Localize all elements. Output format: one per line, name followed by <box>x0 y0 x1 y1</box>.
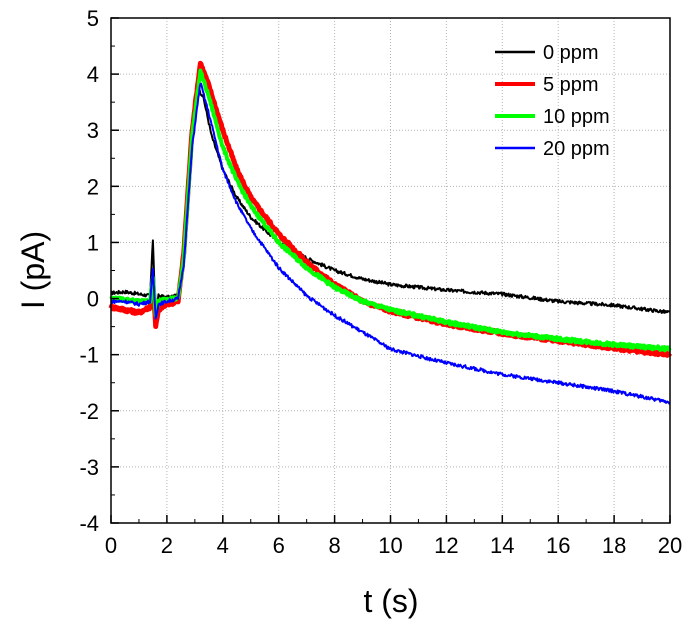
legend-label: 0 ppm <box>543 42 599 64</box>
x-axis-title: t (s) <box>363 583 418 619</box>
legend-label: 10 ppm <box>543 106 610 128</box>
series-layer <box>108 60 673 405</box>
series-line-20-ppm <box>110 82 671 405</box>
x-tick-labels: 0 2 4 6 8 10 12 14 16 18 20 <box>105 533 682 558</box>
y-tick-label: 2 <box>87 174 99 199</box>
x-tick-label: 8 <box>328 533 340 558</box>
x-tick-label: 20 <box>658 533 682 558</box>
x-tick-label: 2 <box>161 533 173 558</box>
y-tick-label: -4 <box>79 511 99 536</box>
y-tick-label: 3 <box>87 118 99 143</box>
x-tick-label: 16 <box>546 533 570 558</box>
x-tick-label: 10 <box>378 533 402 558</box>
y-tick-label: 4 <box>87 62 99 87</box>
series-line-0-ppm <box>110 88 671 322</box>
y-tick-labels: -4 -3 -2 -1 0 1 2 3 4 5 <box>79 6 99 536</box>
y-tick-label: 0 <box>87 287 99 312</box>
y-tick-label: -3 <box>79 455 99 480</box>
x-tick-label: 0 <box>105 533 117 558</box>
x-tick-label: 18 <box>602 533 626 558</box>
y-tick-label: 5 <box>87 6 99 31</box>
grid <box>111 18 670 523</box>
legend-label: 20 ppm <box>543 138 610 160</box>
series-line-10-ppm <box>109 68 672 353</box>
y-tick-label: -1 <box>79 343 99 368</box>
axis-ticks <box>110 17 671 524</box>
y-axis-title: I (pA) <box>15 231 51 309</box>
x-tick-label: 12 <box>434 533 458 558</box>
legend: 0 ppm 5 ppm 10 ppm 20 ppm <box>495 42 610 160</box>
y-tick-label: 1 <box>87 230 99 255</box>
x-tick-label: 14 <box>490 533 514 558</box>
y-tick-label: -2 <box>79 399 99 424</box>
x-tick-label: 4 <box>217 533 229 558</box>
legend-label: 5 ppm <box>543 74 599 96</box>
x-tick-label: 6 <box>273 533 285 558</box>
